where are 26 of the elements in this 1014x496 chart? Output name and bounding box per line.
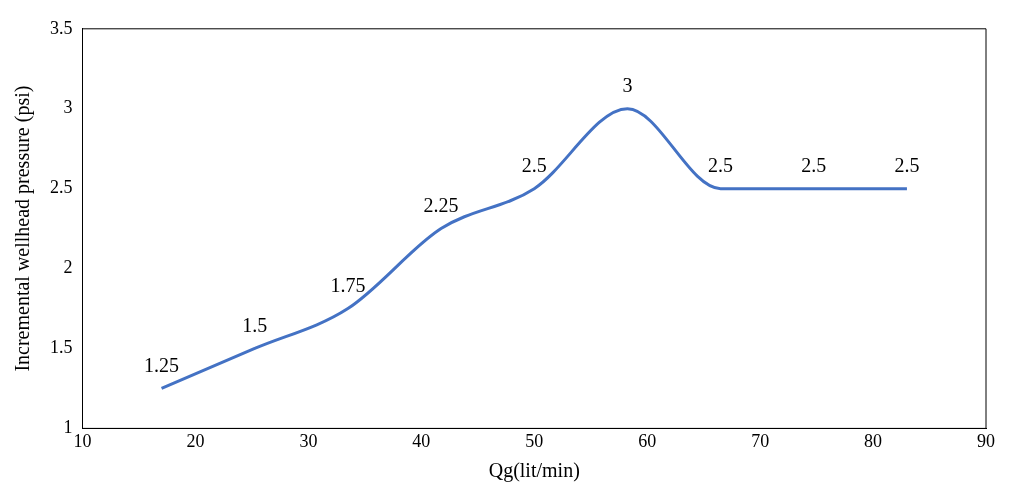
y-tick-label: 2 xyxy=(63,257,73,278)
y-axis-title: Incremental wellhead pressure (psi) xyxy=(11,85,35,372)
y-tick-label: 1 xyxy=(63,417,73,438)
x-tick-label: 40 xyxy=(412,430,431,451)
y-tick-label: 3.5 xyxy=(50,17,73,38)
data-label: 1.25 xyxy=(144,353,180,376)
x-tick-label: 10 xyxy=(73,430,92,451)
x-tick-label: 20 xyxy=(186,430,205,451)
x-tick-label: 30 xyxy=(299,430,318,451)
x-tick-label: 50 xyxy=(525,430,544,451)
x-tick-label: 90 xyxy=(977,430,995,451)
y-tick-label: 2.5 xyxy=(50,177,73,198)
data-label: 3 xyxy=(622,73,633,96)
data-label: 1.5 xyxy=(242,313,268,336)
x-tick-label: 70 xyxy=(751,430,770,451)
data-label: 2.5 xyxy=(801,153,827,176)
y-tick-label: 3 xyxy=(63,97,73,118)
data-label: 2.5 xyxy=(894,153,920,176)
data-label: 1.75 xyxy=(330,273,366,296)
x-tick-label: 60 xyxy=(638,430,657,451)
x-tick-label: 80 xyxy=(864,430,883,451)
data-label: 2.5 xyxy=(521,153,547,176)
data-label: 2.5 xyxy=(708,153,734,176)
x-axis-title: Qg(lit/min) xyxy=(488,459,580,483)
y-tick-label: 1.5 xyxy=(50,337,73,358)
data-label: 2.25 xyxy=(423,193,459,216)
